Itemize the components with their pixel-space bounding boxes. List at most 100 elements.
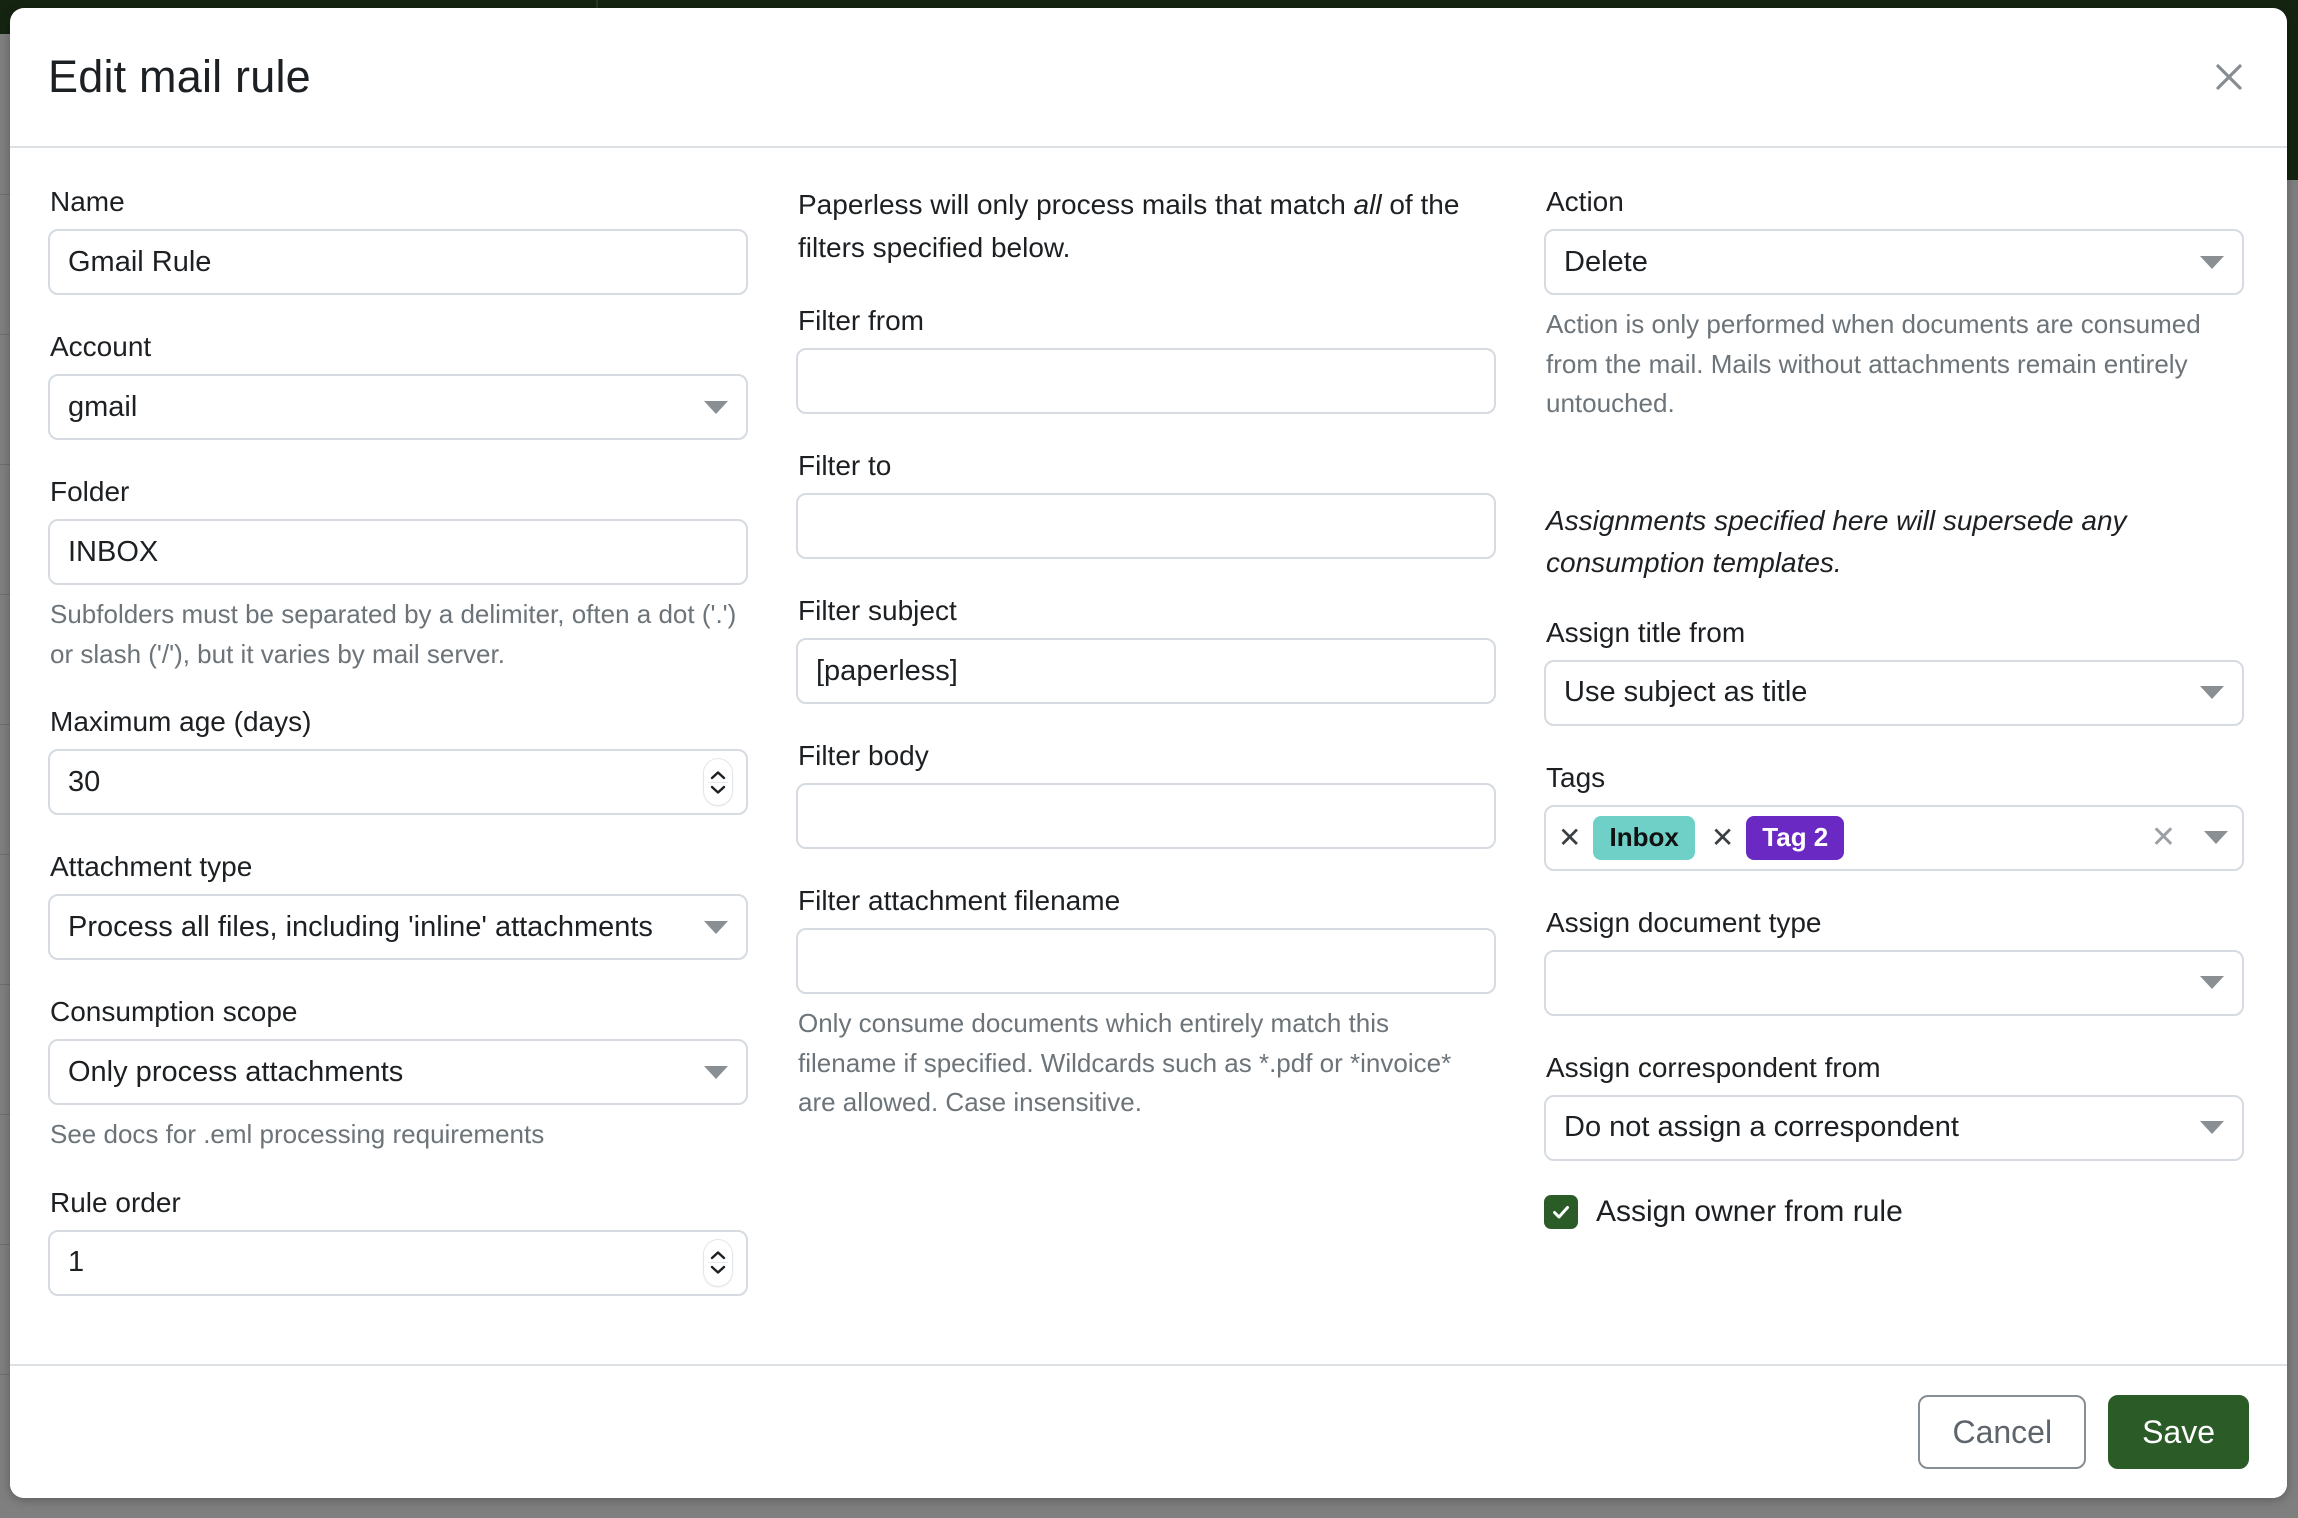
filter-from-label: Filter from	[798, 305, 924, 337]
field-name: Name Gmail Rule	[48, 184, 748, 295]
remove-tag-icon[interactable]: ✕	[1558, 821, 1582, 853]
field-assign-correspondent-from: Assign correspondent from Do not assign …	[1544, 1050, 2244, 1161]
consumption-scope-select[interactable]: Only process attachments	[48, 1039, 748, 1106]
close-icon	[2216, 64, 2242, 90]
filter-from-input[interactable]	[796, 348, 1496, 415]
filters-intro-before: Paperless will only process mails that m…	[798, 189, 1354, 220]
tag-chip: ✕ Tag 2	[1709, 815, 1845, 860]
account-label: Account	[50, 331, 152, 362]
tag-chip: ✕ Inbox	[1556, 815, 1695, 860]
chevron-up-icon	[710, 1251, 726, 1260]
rule-order-stepper[interactable]	[704, 1239, 732, 1286]
chevron-down-icon	[2200, 976, 2224, 990]
attachment-type-select[interactable]: Process all files, including 'inline' at…	[48, 894, 748, 961]
dialog-header: Edit mail rule	[10, 8, 2287, 148]
chevron-down-icon	[2200, 686, 2224, 700]
field-filter-to: Filter to	[796, 448, 1496, 560]
app-chrome-right-edge	[2285, 0, 2298, 180]
filter-attachment-filename-label: Filter attachment filename	[798, 885, 1121, 917]
tag-pill-label[interactable]: Inbox	[1593, 815, 1695, 860]
tags-input[interactable]: ✕ Inbox ✕ Tag 2 ✕	[1544, 804, 2244, 871]
tags-label: Tags	[1546, 761, 1606, 793]
field-action: Action Delete Action is only performed w…	[1544, 184, 2244, 424]
field-tags: Tags ✕ Inbox ✕ Tag 2 ✕	[1544, 760, 2244, 871]
field-assign-document-type: Assign document type	[1544, 905, 2244, 1016]
maximum-age-wrapper: 30	[48, 749, 748, 816]
field-rule-order: Rule order 1	[48, 1185, 748, 1296]
assign-title-from-select-value: Use subject as title	[1564, 676, 1808, 709]
account-select[interactable]: gmail	[48, 374, 748, 440]
right-column: Action Delete Action is only performed w…	[1544, 184, 2244, 1330]
consumption-scope-select-value: Only process attachments	[68, 1055, 404, 1088]
edit-mail-rule-dialog: Edit mail rule Name Gmail Rule Account g…	[10, 8, 2287, 1498]
save-button[interactable]: Save	[2108, 1395, 2249, 1469]
field-assign-title-from: Assign title from Use subject as title	[1544, 615, 2244, 726]
rule-order-input[interactable]: 1	[48, 1229, 748, 1296]
field-maximum-age: Maximum age (days) 30	[48, 704, 748, 816]
chevron-down-icon	[2200, 1121, 2224, 1135]
assign-owner-from-rule-checkbox[interactable]	[1544, 1194, 1578, 1229]
assignments-note: Assignments specified here will supersed…	[1546, 504, 2127, 579]
field-filter-attachment-filename: Filter attachment filename Only consume …	[796, 883, 1496, 1123]
field-filter-body: Filter body	[796, 738, 1496, 850]
assign-document-type-select[interactable]	[1544, 949, 2244, 1016]
chevron-down-icon	[704, 920, 728, 934]
filter-subject-label: Filter subject	[798, 595, 957, 627]
rule-order-label: Rule order	[50, 1186, 181, 1218]
field-filter-subject: Filter subject [paperless]	[796, 593, 1496, 705]
filters-intro-emphasis: all	[1353, 189, 1382, 220]
maximum-age-stepper[interactable]	[704, 759, 732, 806]
filter-to-label: Filter to	[798, 450, 892, 482]
chevron-down-icon	[2200, 255, 2224, 269]
maximum-age-label: Maximum age (days)	[50, 706, 312, 738]
clear-all-tags-icon[interactable]: ✕	[2150, 820, 2176, 854]
action-help-text: Action is only performed when documents …	[1546, 309, 2201, 419]
chevron-down-icon	[710, 1265, 726, 1274]
field-account: Account gmail	[48, 329, 748, 440]
action-select-value: Delete	[1564, 245, 1648, 278]
assign-correspondent-from-select-value: Do not assign a correspondent	[1564, 1111, 1959, 1144]
field-attachment-type: Attachment type Process all files, inclu…	[48, 849, 748, 961]
consumption-scope-label: Consumption scope	[50, 996, 298, 1028]
filter-body-input[interactable]	[796, 783, 1496, 850]
action-label: Action	[1546, 186, 1624, 217]
chevron-down-icon	[710, 785, 726, 794]
assign-owner-from-rule-row[interactable]: Assign owner from rule	[1544, 1194, 2244, 1229]
modal-backdrop[interactable]	[0, 34, 10, 1518]
right-column-spacer	[1544, 438, 2244, 500]
cancel-button[interactable]: Cancel	[1918, 1395, 2087, 1469]
tag-pill-label[interactable]: Tag 2	[1746, 815, 1845, 860]
filter-attachment-filename-input[interactable]	[796, 928, 1496, 995]
filter-body-label: Filter body	[798, 740, 929, 772]
assign-correspondent-from-select[interactable]: Do not assign a correspondent	[1544, 1094, 2244, 1161]
left-column: Name Gmail Rule Account gmail Folder INB…	[48, 184, 748, 1330]
consumption-scope-help-text: See docs for .eml processing requirement…	[50, 1119, 545, 1150]
chevron-down-icon	[704, 1065, 728, 1079]
filter-subject-input[interactable]: [paperless]	[796, 638, 1496, 705]
check-icon	[1553, 1205, 1569, 1219]
assign-title-from-label: Assign title from	[1546, 616, 1746, 648]
chevron-up-icon	[710, 770, 726, 779]
name-input[interactable]: Gmail Rule	[48, 229, 748, 295]
account-select-value: gmail	[68, 390, 138, 423]
filters-intro-after: of the filters specified below.	[798, 189, 1460, 263]
maximum-age-input[interactable]: 30	[48, 749, 748, 816]
filter-attachment-filename-help-text: Only consume documents which entirely ma…	[798, 1008, 1452, 1118]
folder-label: Folder	[50, 476, 130, 507]
attachment-type-select-value: Process all files, including 'inline' at…	[68, 910, 653, 943]
filter-to-input[interactable]	[796, 493, 1496, 560]
chevron-down-icon	[704, 400, 728, 414]
close-button[interactable]	[2201, 49, 2257, 105]
filters-intro-text: Paperless will only process mails that m…	[798, 184, 1494, 269]
assign-owner-from-rule-label: Assign owner from rule	[1596, 1194, 1903, 1228]
page-title: Edit mail rule	[48, 51, 311, 102]
folder-help-text: Subfolders must be separated by a delimi…	[50, 599, 737, 669]
assign-correspondent-from-label: Assign correspondent from	[1546, 1051, 1881, 1083]
remove-tag-icon[interactable]: ✕	[1710, 821, 1735, 853]
folder-input[interactable]: INBOX	[48, 519, 748, 585]
middle-column: Paperless will only process mails that m…	[796, 184, 1496, 1330]
attachment-type-label: Attachment type	[50, 851, 253, 883]
chevron-down-icon[interactable]	[2204, 831, 2228, 845]
assign-title-from-select[interactable]: Use subject as title	[1544, 659, 2244, 726]
action-select[interactable]: Delete	[1544, 229, 2244, 295]
